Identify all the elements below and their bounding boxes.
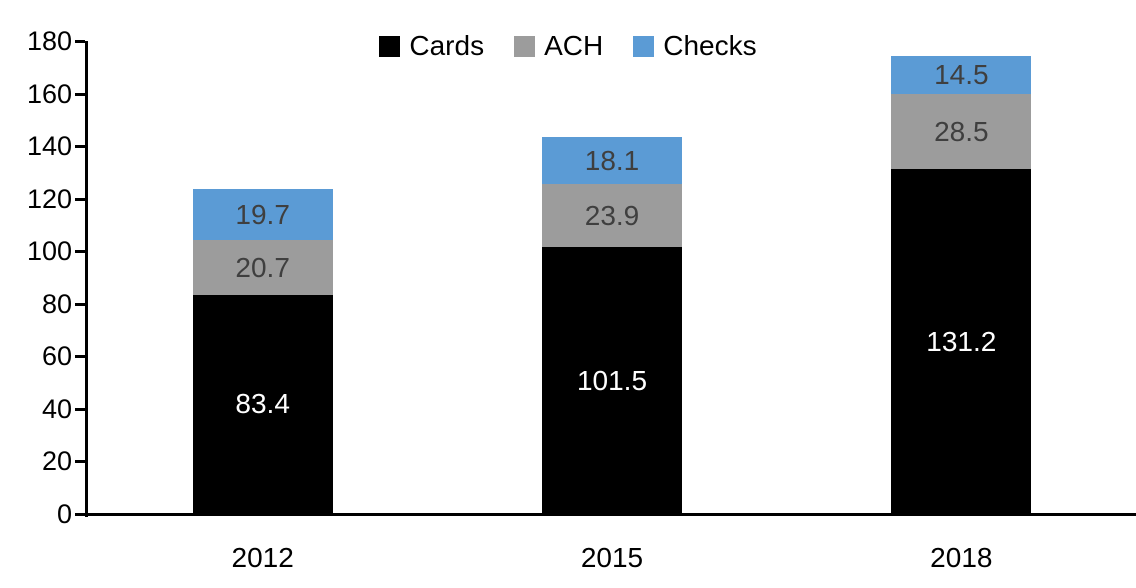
legend-label: Cards [409,30,485,61]
y-axis-tick-label: 160 [26,78,72,109]
legend-swatch-icon [514,35,536,57]
legend-swatch-icon [633,35,655,57]
x-axis-label-2018: 2018 [930,542,993,573]
chart-legend: Cards ACH Checks [0,31,1136,61]
y-axis-tick [75,145,85,149]
bar-segment-cards-2015: 101.5 [542,247,682,514]
bar-segment-ach-2018: 28.5 [891,94,1032,170]
bar-segment-checks-2012: 19.7 [192,188,333,241]
x-axis-label-2015: 2015 [580,542,644,573]
bar-stack-2015: 101.5 23.9 18.1 [542,41,682,514]
y-axis-tick [75,407,85,411]
data-label: 23.9 [584,199,640,231]
legend-label: ACH [544,30,604,61]
y-axis-tick-label: 120 [26,183,72,214]
data-label: 28.5 [934,115,989,147]
data-label: 101.5 [576,364,648,396]
y-axis-tick-label: 180 [26,26,72,56]
y-axis-tick-label: 140 [26,131,72,162]
y-axis-tick-label: 60 [41,341,72,372]
bar-segment-ach-2015: 23.9 [542,184,682,248]
bar-segment-ach-2012: 20.7 [192,240,333,295]
x-axis-label-2012: 2012 [231,542,294,573]
legend-item-ach: ACH [514,31,603,61]
y-axis-tick-label: 100 [26,236,72,267]
legend-item-checks: Checks [633,30,757,61]
bar-segment-checks-2018: 14.5 [891,56,1032,95]
bar-segment-cards-2018: 131.2 [891,169,1032,514]
y-axis-tick [75,197,85,201]
legend-label: Checks [663,30,757,61]
data-label: 131.2 [926,325,997,357]
bar-stack-2012: 83.4 20.7 19.7 [192,41,333,514]
y-axis-tick-label: 80 [41,288,72,319]
y-axis-tick [75,355,85,359]
legend-swatch-icon [379,35,401,57]
y-axis-tick-label: 0 [56,499,72,529]
data-label: 14.5 [934,59,989,91]
y-axis-tick [75,92,85,96]
y-axis-tick [75,250,85,254]
y-axis-tick-label: 40 [41,393,72,424]
data-label: 19.7 [235,198,290,230]
data-label: 18.1 [584,144,640,176]
y-axis-tick [75,40,85,43]
legend-item-cards: Cards [379,31,484,61]
y-axis-tick-label: 20 [41,446,72,477]
data-label: 83.4 [235,388,290,420]
y-axis-tick [75,460,85,464]
y-axis-line [85,41,88,517]
bar-segment-checks-2015: 18.1 [542,136,682,185]
x-axis-line [75,513,1136,516]
bar-segment-cards-2012: 83.4 [192,294,333,514]
data-label: 20.7 [235,251,290,283]
y-axis-tick [75,302,85,306]
bar-stack-2018: 131.2 28.5 14.5 [891,41,1032,514]
